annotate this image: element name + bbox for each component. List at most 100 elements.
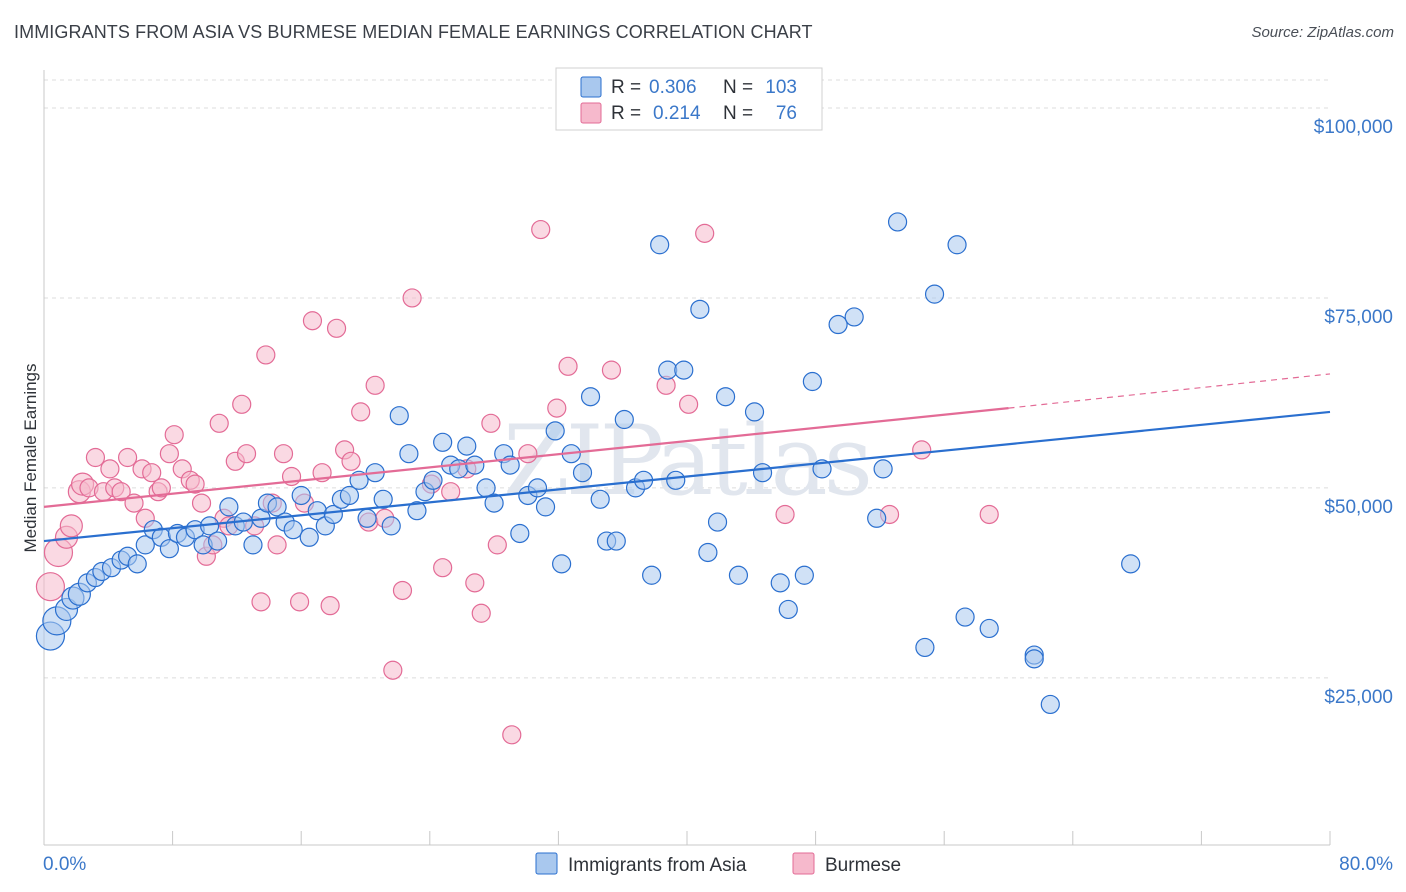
- burmese-point: [267, 535, 287, 555]
- burmese-point: [502, 725, 522, 745]
- asia-point: [135, 535, 155, 555]
- asia-point: [666, 470, 686, 490]
- burmese-point: [481, 413, 501, 433]
- legend-n-value-asia: 103: [765, 77, 797, 98]
- y-tick-label: $100,000: [1314, 117, 1393, 138]
- burmese-point: [142, 463, 162, 483]
- asia-point: [606, 531, 626, 551]
- asia-point: [715, 387, 736, 407]
- burmese-trend-extension: [1008, 373, 1331, 409]
- legend-swatch-burmese: [580, 102, 602, 124]
- burmese-point: [302, 311, 323, 331]
- burmese-point: [547, 398, 567, 418]
- burmese-point: [695, 223, 715, 243]
- burmese-point: [256, 345, 276, 365]
- legend-n-label-burmese: N =: [723, 103, 753, 124]
- asia-point: [650, 235, 670, 255]
- burmese-point: [912, 440, 932, 460]
- burmese-point: [465, 573, 485, 593]
- asia-point: [291, 485, 311, 506]
- asia-point: [924, 284, 945, 304]
- asia-point: [357, 508, 377, 528]
- burmese-point: [191, 493, 212, 513]
- asia-point: [449, 459, 469, 479]
- burmese-point: [558, 356, 578, 376]
- burmese-point: [35, 572, 66, 602]
- legend-swatch-asia: [580, 76, 602, 98]
- asia-point: [1121, 554, 1141, 574]
- asia-point: [535, 497, 556, 517]
- burmese-point: [320, 596, 340, 616]
- burmese-point: [209, 413, 229, 433]
- burmese-point: [402, 288, 422, 308]
- burmese-point: [164, 425, 184, 445]
- burmese-point: [679, 394, 699, 414]
- y-tick-label: $25,000: [1324, 687, 1393, 708]
- asia-point: [752, 463, 773, 483]
- burmese-point: [251, 592, 271, 612]
- asia-point: [642, 565, 662, 585]
- asia-point: [465, 455, 485, 475]
- burmese-point: [601, 360, 622, 380]
- asia-point: [947, 235, 967, 255]
- burmese-point: [341, 451, 361, 471]
- asia-point: [299, 527, 319, 547]
- burmese-point: [775, 504, 795, 525]
- asia-point: [407, 501, 427, 521]
- burmese-point: [518, 444, 538, 464]
- burmese-point: [471, 603, 491, 623]
- asia-point: [778, 599, 798, 620]
- burmese-point: [531, 219, 551, 240]
- asia-point: [339, 485, 360, 506]
- asia-point: [698, 542, 718, 563]
- asia-point: [867, 508, 887, 528]
- asia-point: [323, 504, 343, 525]
- source-credit: Source: ZipAtlas.com: [1251, 24, 1394, 41]
- asia-point: [873, 459, 893, 479]
- burmese-point: [85, 447, 106, 468]
- asia-point: [389, 406, 409, 426]
- y-tick-label: $75,000: [1324, 307, 1393, 328]
- burmese-point: [151, 478, 171, 498]
- asia-point: [510, 523, 530, 544]
- burmese-trend-line: [43, 407, 1009, 508]
- asia-point: [658, 360, 678, 380]
- burmese-point: [117, 447, 138, 468]
- legend-n-label-asia: N =: [723, 77, 753, 98]
- burmese-point: [100, 459, 120, 479]
- burmese-point: [236, 444, 257, 464]
- axes: [43, 70, 1331, 846]
- burmese-point: [979, 504, 999, 525]
- asia-point: [283, 520, 303, 540]
- asia-point: [690, 299, 710, 319]
- asia-point: [159, 539, 179, 559]
- asia-point: [590, 489, 610, 509]
- y-axis-title: Median Female Earnings: [21, 364, 40, 553]
- y-tick-label: $50,000: [1324, 497, 1393, 518]
- burmese-points: [35, 219, 999, 745]
- asia-point: [572, 463, 593, 483]
- asia-point: [373, 489, 393, 509]
- chart-title: IMMIGRANTS FROM ASIA VS BURMESE MEDIAN F…: [14, 22, 813, 42]
- asia-point: [794, 565, 814, 585]
- asia-point: [208, 531, 228, 551]
- asia-point: [955, 607, 975, 627]
- asia-point: [828, 314, 848, 335]
- burmese-point: [111, 482, 131, 502]
- legend-n-value-burmese: 76: [776, 103, 797, 124]
- legend-r-value-asia: 0.306: [649, 77, 697, 98]
- asia-point: [381, 516, 401, 536]
- asia-point: [433, 432, 453, 452]
- asia-point: [399, 444, 419, 464]
- burmese-point: [185, 474, 205, 494]
- series-legend-label-burmese: Burmese: [825, 855, 901, 876]
- y-tick-labels: $25,000 $50,000 $75,000 $100,000: [1314, 117, 1393, 708]
- asia-point: [127, 554, 147, 574]
- burmese-point: [159, 444, 179, 464]
- watermark-text: ZIPatlas: [503, 405, 869, 517]
- asia-point: [674, 360, 694, 380]
- asia-point: [219, 497, 239, 517]
- asia-point: [243, 535, 263, 555]
- asia-point: [802, 371, 822, 392]
- trend-lines: [43, 373, 1331, 543]
